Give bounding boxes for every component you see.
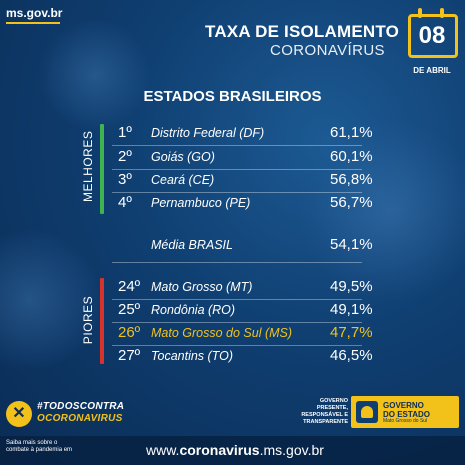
site-tag[interactable]: ms.gov.br <box>6 6 62 24</box>
title-line1: TAXA DE ISOLAMENTO <box>205 22 400 41</box>
best-bar <box>100 124 104 214</box>
isolation-rate: 47,7% <box>330 324 373 341</box>
isolation-rate: 49,1% <box>330 301 373 318</box>
worst-row: 27º Tocantins (TO) 46,5% <box>118 347 373 367</box>
gov-logo-line2: DO ESTADO <box>383 410 430 419</box>
url-prefix: www. <box>146 442 180 458</box>
rank: 2º <box>118 148 132 165</box>
campaign-line2: OCORONAVIRUS <box>37 413 123 424</box>
state-name: Pernambuco (PE) <box>151 196 251 210</box>
row-divider <box>112 345 362 346</box>
footer-note: Saiba mais sobre o combate à pandemia em <box>6 440 73 453</box>
rank: 3º <box>118 171 132 188</box>
row-divider <box>112 322 362 323</box>
subtitle: ESTADOS BRASILEIROS <box>143 88 322 105</box>
rank: 27º <box>118 347 141 364</box>
best-row: 4º Pernambuco (PE) 56,7% <box>118 194 373 214</box>
state-name: Rondônia (RO) <box>151 303 236 317</box>
campaign-line1: #TODOSCONTRA <box>37 401 125 412</box>
title-line2: CORONAVÍRUS <box>270 42 385 59</box>
gov-logo-line1: GOVERNO <box>383 401 424 410</box>
footer: Saiba mais sobre o combate à pandemia em… <box>0 436 465 465</box>
worst-label: PIORES <box>81 295 95 345</box>
worst-row: 25º Rondônia (RO) 49,1% <box>118 301 373 321</box>
worst-row: 24º Mato Grosso (MT) 49,5% <box>118 278 373 298</box>
gov-logo: GOVERNO DO ESTADO Mato Grosso do Sul <box>351 396 459 428</box>
url-suffix: .ms.gov.br <box>259 442 324 458</box>
gov-tagline: GOVERNO PRESENTE, RESPONSÁVEL E TRANSPAR… <box>301 398 348 425</box>
calendar-icon: 08 DE ABRIL <box>406 8 458 75</box>
rank: 1º <box>118 124 132 141</box>
isolation-rate: 56,8% <box>330 171 373 188</box>
calendar-day: 08 <box>418 22 446 49</box>
rank: 4º <box>118 194 132 211</box>
site-tag-underline <box>6 22 60 24</box>
isolation-rate: 61,1% <box>330 124 373 141</box>
best-row: 2º Goiás (GO) 60,1% <box>118 148 373 168</box>
calendar-ring <box>440 8 444 18</box>
best-row: 1º Distrito Federal (DF) 61,1% <box>118 124 373 144</box>
calendar-ring <box>418 8 422 18</box>
campaign-badge: ✕ #TODOSCONTRA OCORONAVIRUS <box>6 399 146 429</box>
rank: 26º <box>118 324 141 341</box>
rank: 24º <box>118 278 141 295</box>
rank: 25º <box>118 301 141 318</box>
row-divider <box>112 192 362 193</box>
row-divider <box>112 262 362 263</box>
worst-bar <box>100 278 104 364</box>
footer-url[interactable]: www.coronavirus.ms.gov.br <box>146 442 324 458</box>
row-divider <box>112 299 362 300</box>
campaign-icon: ✕ <box>6 401 32 427</box>
isolation-rate: 49,5% <box>330 278 373 295</box>
average-label: Média BRASIL <box>151 238 233 252</box>
state-name: Mato Grosso (MT) <box>151 280 253 294</box>
state-name: Tocantins (TO) <box>151 349 233 363</box>
url-bold: coronavirus <box>179 442 260 458</box>
state-name: Mato Grosso do Sul (MS) <box>151 326 293 340</box>
average-rate: 54,1% <box>330 236 373 253</box>
isolation-rate: 56,7% <box>330 194 373 211</box>
calendar-frame <box>408 14 458 58</box>
virus-decoration <box>40 20 150 130</box>
state-name: Ceará (CE) <box>151 173 215 187</box>
state-crest-icon <box>356 401 378 423</box>
worst-row-highlight: 26º Mato Grosso do Sul (MS) 47,7% <box>118 324 373 344</box>
row-divider <box>112 145 362 146</box>
gov-logo-text: GOVERNO DO ESTADO <box>383 401 430 419</box>
row-divider <box>112 169 362 170</box>
isolation-rate: 60,1% <box>330 148 373 165</box>
virus-decoration <box>300 120 465 300</box>
state-name: Distrito Federal (DF) <box>151 126 265 140</box>
gov-logo-line3: Mato Grosso do Sul <box>383 418 428 424</box>
average-row: Média BRASIL 54,1% <box>118 236 373 256</box>
best-row: 3º Ceará (CE) 56,8% <box>118 171 373 191</box>
site-tag-text: ms.gov.br <box>6 6 63 20</box>
best-label: MELHORES <box>81 130 95 202</box>
state-name: Goiás (GO) <box>151 150 215 164</box>
calendar-month: DE ABRIL <box>413 66 451 75</box>
isolation-rate: 46,5% <box>330 347 373 364</box>
